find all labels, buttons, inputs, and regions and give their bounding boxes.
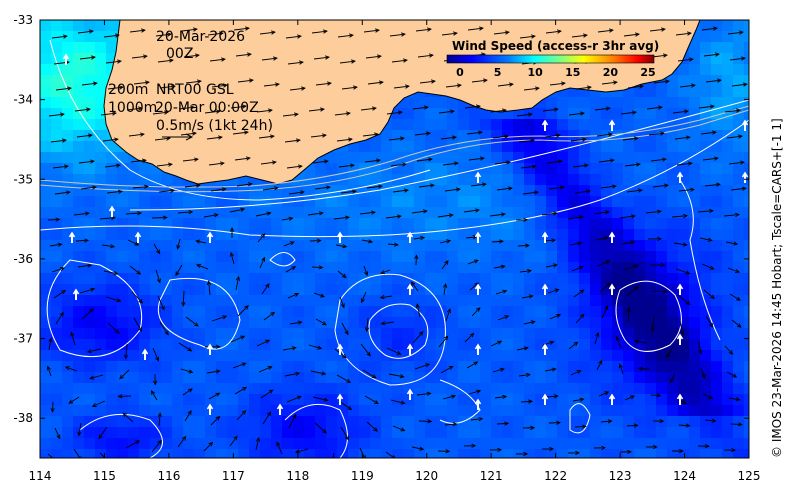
colorbar-tick-label: 15	[565, 66, 580, 79]
annotation-date: 20-Mar-2026	[156, 29, 245, 45]
x-tick-label: 115	[93, 469, 116, 483]
x-tick-label: 117	[222, 469, 245, 483]
credit-text: © IMOS 23-Mar-2026 14:45 Hobart; Tscale=…	[770, 118, 784, 458]
x-tick-label: 121	[480, 469, 503, 483]
annotation-iso-200: 200m	[108, 82, 148, 98]
colorbar-ticks: 0 5 10 15 20 25	[456, 66, 655, 79]
x-tick-label: 124	[673, 469, 696, 483]
y-tick-label: -34	[13, 93, 33, 107]
x-tick-label: 125	[738, 469, 761, 483]
annotation-iso-1000: 1000m	[108, 100, 157, 116]
x-tick-label: 114	[29, 469, 52, 483]
annotation-block: 20-Mar-2026 00Z 200m NRT00 GSL 1000m 20-…	[108, 29, 273, 141]
colorbar-tick-label: 10	[528, 66, 544, 79]
colorbar-title: Wind Speed (access-r 3hr avg)	[452, 39, 659, 53]
colorbar-tick-label: 0	[456, 66, 464, 79]
axis-ticks: 114 115 116 117 118 119 120 121 122 123 124 125 -33 -…	[13, 13, 760, 483]
scale-arrow	[162, 133, 194, 141]
colorbar-tick-label: 5	[494, 66, 502, 79]
colorbar-tick-label: 25	[640, 66, 655, 79]
annotation-timestamp: 20-Mar 00:00Z	[155, 100, 259, 116]
y-tick-label: -38	[13, 411, 33, 425]
plot-frame	[39, 19, 750, 459]
current-vectors	[46, 26, 749, 458]
x-tick-label: 123	[609, 469, 632, 483]
y-tick-label: -36	[13, 252, 33, 266]
colorbar-tick-label: 20	[603, 66, 619, 79]
colorbar: Wind Speed (access-r 3hr avg) 0 5 10 15 20 25	[446, 39, 659, 79]
colorbar-gradient	[446, 54, 655, 64]
y-tick-label: -33	[13, 13, 33, 27]
x-tick-label: 118	[286, 469, 309, 483]
annotation-time: 00Z	[166, 46, 193, 62]
annotation-vector-scale: 0.5m/s (1kt 24h)	[156, 118, 273, 134]
x-tick-label: 119	[351, 469, 374, 483]
x-tick-label: 116	[157, 469, 180, 483]
x-tick-label: 120	[415, 469, 438, 483]
x-tick-label: 122	[544, 469, 567, 483]
y-tick-label: -35	[13, 172, 33, 186]
y-tick-label: -37	[13, 332, 33, 346]
annotation-source: NRT00 GSL	[156, 82, 234, 98]
